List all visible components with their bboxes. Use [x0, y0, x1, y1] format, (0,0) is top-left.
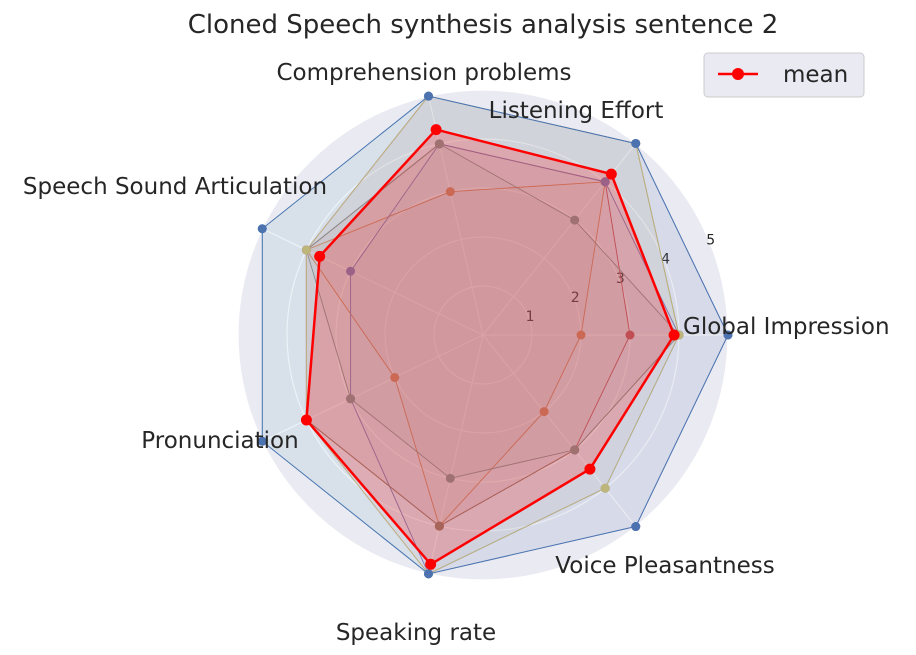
legend: mean [703, 52, 865, 98]
r-tick-label: 4 [661, 252, 670, 268]
series-layer [257, 91, 733, 579]
mean-point [668, 329, 680, 341]
r-tick-label: 5 [706, 233, 715, 249]
series-point [346, 394, 356, 404]
series-area [305, 143, 680, 479]
series-point [434, 139, 444, 149]
series-point [539, 407, 549, 417]
legend-mean-label: mean [783, 62, 848, 88]
series-point [390, 373, 400, 383]
axis-label-2: Listening Effort [489, 98, 664, 124]
legend-box [703, 52, 865, 98]
axis-label-5: Pronunciation [141, 428, 298, 454]
axis-labels: Global Impression Listening Effort Compreh… [23, 60, 890, 646]
axis-label-4: Speech Sound Articulation [23, 174, 327, 200]
grid-spoke-3 [427, 96, 484, 336]
series-point [723, 330, 733, 340]
mean-point [314, 250, 326, 262]
r-tick-label: 1 [526, 309, 535, 325]
series-area [261, 95, 729, 575]
series-point [346, 266, 356, 276]
series-point [445, 473, 455, 483]
series-mean [300, 124, 680, 570]
series-point [570, 445, 580, 455]
mean-point [425, 558, 437, 570]
series-9 [257, 91, 733, 579]
axis-label-6: Speaking rate [336, 620, 496, 646]
chart-title: Cloned Speech synthesis analysis sentenc… [188, 10, 779, 40]
series-point [257, 436, 267, 446]
legend-mean-marker [732, 68, 744, 80]
grid-spoke-7 [482, 334, 637, 527]
axis-label-3: Comprehension problems [276, 60, 571, 86]
series-point [423, 569, 433, 579]
grid-spoke-4 [262, 228, 484, 336]
mean-point [584, 463, 596, 475]
r-tick-label: 2 [571, 290, 580, 306]
series-point [576, 330, 586, 340]
grid-spoke-6 [427, 334, 484, 574]
grid-spoke-5 [262, 334, 484, 442]
axis-label-1: Global Impression [683, 314, 890, 340]
mean-point [430, 124, 442, 136]
series-point [600, 483, 610, 493]
series-point [423, 91, 433, 101]
series-point [631, 522, 641, 532]
series-point [600, 177, 610, 187]
series-point [301, 245, 311, 255]
mean-area [305, 128, 676, 566]
mean-point [300, 414, 312, 426]
series-point [445, 187, 455, 197]
r-tick-label: 3 [616, 271, 625, 287]
series-point [570, 215, 580, 225]
series-point [631, 138, 641, 148]
mean-point [605, 168, 617, 180]
series-point [257, 224, 267, 234]
series-point [625, 330, 635, 340]
axis-label-7: Voice Pleasantness [555, 553, 774, 579]
series-point [434, 521, 444, 531]
